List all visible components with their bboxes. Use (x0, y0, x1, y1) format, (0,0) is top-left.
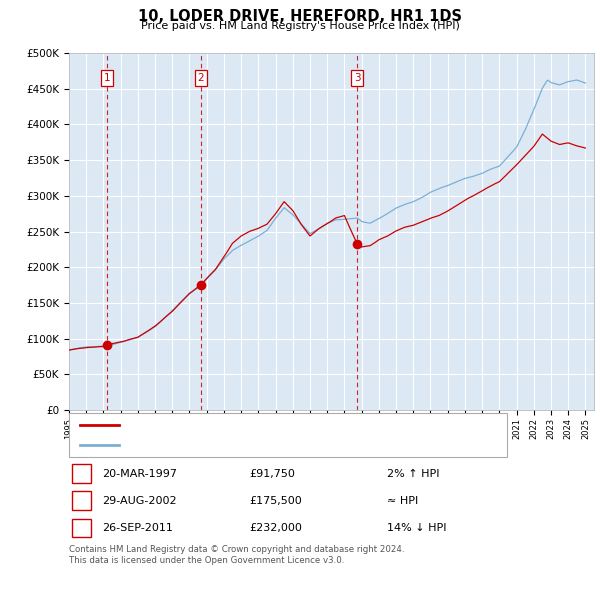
Text: £232,000: £232,000 (249, 523, 302, 533)
Text: This data is licensed under the Open Government Licence v3.0.: This data is licensed under the Open Gov… (69, 556, 344, 565)
Text: 14% ↓ HPI: 14% ↓ HPI (387, 523, 446, 533)
Text: 1: 1 (104, 73, 110, 83)
Text: 10, LODER DRIVE, HEREFORD, HR1 1DS (detached house): 10, LODER DRIVE, HEREFORD, HR1 1DS (deta… (126, 420, 427, 430)
Text: Price paid vs. HM Land Registry's House Price Index (HPI): Price paid vs. HM Land Registry's House … (140, 21, 460, 31)
Text: 26-SEP-2011: 26-SEP-2011 (102, 523, 173, 533)
Text: 3: 3 (78, 523, 85, 533)
Text: 3: 3 (354, 73, 361, 83)
Text: HPI: Average price, detached house, Herefordshire: HPI: Average price, detached house, Here… (126, 440, 390, 450)
Text: 1: 1 (78, 469, 85, 478)
Text: Contains HM Land Registry data © Crown copyright and database right 2024.: Contains HM Land Registry data © Crown c… (69, 545, 404, 553)
Text: 20-MAR-1997: 20-MAR-1997 (102, 469, 177, 478)
Text: 10, LODER DRIVE, HEREFORD, HR1 1DS: 10, LODER DRIVE, HEREFORD, HR1 1DS (138, 9, 462, 24)
Text: ≈ HPI: ≈ HPI (387, 496, 418, 506)
Text: 2: 2 (78, 496, 85, 506)
Text: 29-AUG-2002: 29-AUG-2002 (102, 496, 176, 506)
Text: £175,500: £175,500 (249, 496, 302, 506)
Text: £91,750: £91,750 (249, 469, 295, 478)
Text: 2% ↑ HPI: 2% ↑ HPI (387, 469, 439, 478)
Text: 2: 2 (197, 73, 204, 83)
